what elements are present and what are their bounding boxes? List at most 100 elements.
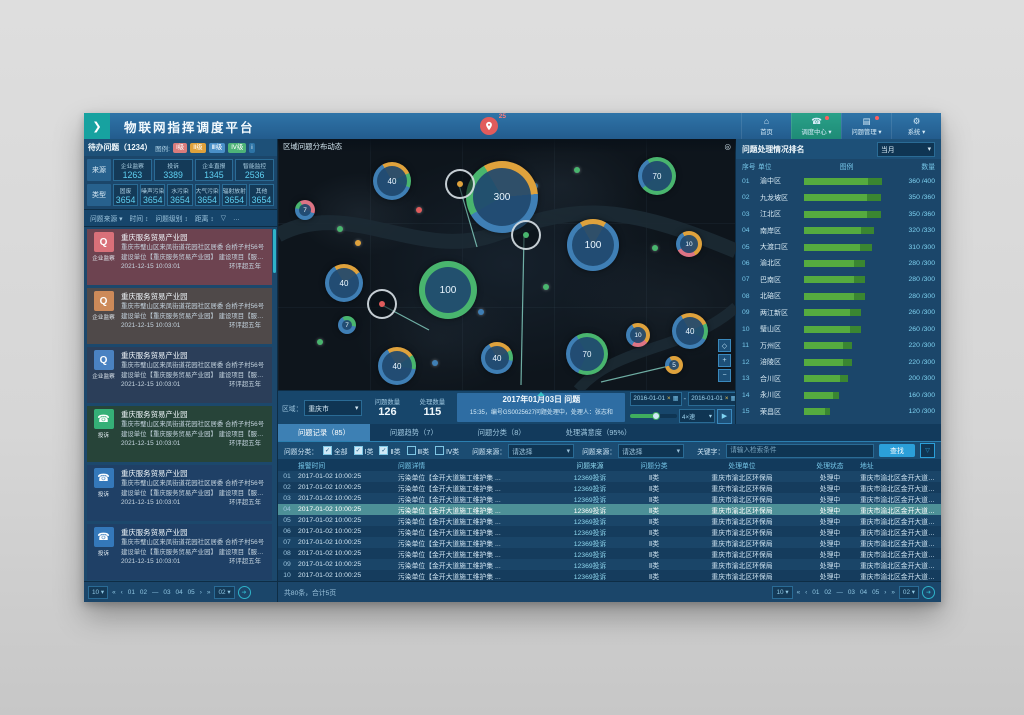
table-row[interactable]: 07 2017-01-02 10:00:25 污染单位【金开大道施工维护集 ... 1… bbox=[278, 537, 941, 548]
calendar-icon[interactable]: ▦ bbox=[672, 395, 679, 402]
slider-knob[interactable] bbox=[652, 412, 661, 420]
page-number[interactable]: 03 bbox=[163, 588, 171, 596]
sort-问题级别[interactable]: 问题级别 ↕ bbox=[155, 216, 188, 223]
map-bubble[interactable]: 100 bbox=[419, 261, 477, 319]
nav-item-home[interactable]: ⌂ 首页 bbox=[741, 113, 791, 139]
issue-card[interactable]: ☎ 投诉 重庆服务贸易产业园 重庆市璧山区来凤街道花园社区居委 合桥子村56号 建设单位… bbox=[87, 524, 272, 580]
collapse-button[interactable]: ❯ bbox=[84, 113, 110, 139]
table-row[interactable]: 10 2017-01-02 10:00:25 污染单位【金开大道施工维护集 ... 1… bbox=[278, 570, 941, 581]
period-select[interactable]: 当月 ▾ bbox=[877, 141, 935, 157]
table-row[interactable]: 05 2017-01-02 10:00:25 污染单位【金开大道施工维护集 ... 1… bbox=[278, 515, 941, 526]
sort-问题来源[interactable]: 问题来源 ▾ bbox=[90, 216, 123, 223]
nav-item-dispatch-center[interactable]: ☎ 调度中心 ▾ bbox=[791, 113, 841, 139]
prev-page-button[interactable]: ‹ bbox=[805, 588, 808, 596]
checkbox-Ⅰ类[interactable]: ✓ Ⅰ类 bbox=[353, 446, 373, 456]
ranking-row[interactable]: 08 北碚区 280 /300 bbox=[742, 291, 935, 301]
locate-button[interactable]: ◇ bbox=[718, 339, 731, 352]
ranking-row[interactable]: 01 渝中区 360 /400 bbox=[742, 176, 935, 186]
table-row[interactable]: 03 2017-01-02 10:00:25 污染单位【金开大道施工维护集 ... 1… bbox=[278, 493, 941, 504]
map-bubble[interactable]: 10 bbox=[676, 231, 702, 257]
page-number[interactable]: — bbox=[836, 588, 843, 596]
stat-cell[interactable]: 企业监察 1263 bbox=[113, 159, 152, 181]
map-bubble[interactable]: 70 bbox=[638, 157, 676, 195]
filter-select-box[interactable]: 请选择 ▾ bbox=[618, 443, 685, 458]
map-bubble[interactable]: 5 bbox=[665, 356, 683, 374]
next-page-button[interactable]: › bbox=[199, 588, 202, 596]
map-bubble[interactable]: 7 bbox=[295, 200, 315, 220]
jump-page-select[interactable]: 02 ▾ bbox=[898, 585, 919, 599]
issue-card[interactable]: ☎ 投诉 重庆服务贸易产业园 重庆市璧山区来凤街道花园社区居委 合桥子村56号 建设单位… bbox=[87, 465, 272, 521]
map-bubble[interactable]: 40 bbox=[378, 347, 416, 385]
more-icon[interactable]: … bbox=[233, 214, 240, 222]
ranking-row[interactable]: 03 江北区 350 /360 bbox=[742, 209, 935, 219]
scrollbar-thumb[interactable] bbox=[273, 229, 276, 273]
page-number[interactable]: 02 bbox=[139, 588, 148, 596]
ranking-row[interactable]: 07 巴南区 280 /300 bbox=[742, 275, 935, 285]
issue-card[interactable]: Q 企业监察 重庆服务贸易产业园 重庆市璧山区来凤街道花园社区居委 合桥子村56号 建设… bbox=[87, 288, 272, 344]
page-number[interactable]: 01 bbox=[812, 588, 820, 596]
stat-cell[interactable]: 水污染 3654 bbox=[167, 184, 193, 206]
map-marker[interactable] bbox=[511, 220, 541, 250]
region-select[interactable]: 重庆市 ▾ bbox=[304, 399, 363, 416]
clear-icon[interactable]: × bbox=[667, 395, 671, 402]
page-size-select[interactable]: 10 ▾ bbox=[772, 585, 793, 599]
first-page-button[interactable]: « bbox=[796, 588, 801, 596]
filter-select-box[interactable]: 请选择 ▾ bbox=[508, 443, 575, 458]
page-number[interactable]: 05 bbox=[872, 588, 880, 596]
legend-chip[interactable]: Ⅱ级 bbox=[190, 142, 206, 153]
page-number[interactable]: 03 bbox=[847, 588, 855, 596]
page-size-select[interactable]: 10 ▾ bbox=[88, 585, 109, 599]
go-button[interactable]: ➜ bbox=[237, 585, 251, 599]
page-number[interactable]: — bbox=[152, 588, 159, 596]
date-to-input[interactable]: 2016-01-01 × ▦ bbox=[688, 391, 740, 406]
calendar-icon[interactable]: ▦ bbox=[730, 395, 737, 402]
sort-时间[interactable]: 时间 ↕ bbox=[129, 216, 149, 223]
funnel-icon[interactable]: ▽ bbox=[220, 215, 226, 222]
map-panel[interactable]: 区域问题分布动态 ◎ ◇ + − 40 300 70 7 100 10 40 100 7 40 40 70… bbox=[278, 139, 736, 390]
issue-card[interactable]: Q 企业监察 重庆服务贸易产业园 重庆市璧山区来凤街道花园社区居委 合桥子村56号 建设… bbox=[87, 229, 272, 285]
map-bubble[interactable]: 10 bbox=[626, 323, 650, 347]
zoom-in-button[interactable]: + bbox=[718, 354, 731, 367]
sort-距离[interactable]: 距离 ↕ bbox=[194, 216, 214, 223]
issue-card[interactable]: Q 企业监察 重庆服务贸易产业园 重庆市璧山区来凤街道花园社区居委 合桥子村56号 建设… bbox=[87, 347, 272, 403]
search-button[interactable]: 查找 bbox=[879, 444, 915, 457]
map-bubble[interactable]: 40 bbox=[672, 313, 708, 349]
prev-page-button[interactable]: ‹ bbox=[120, 588, 123, 596]
page-number[interactable]: 04 bbox=[859, 588, 868, 596]
checkbox-全部[interactable]: ✓ 全部 bbox=[322, 446, 348, 456]
map-bubble[interactable]: 40 bbox=[373, 162, 411, 200]
stat-cell[interactable]: 企业直报 1345 bbox=[194, 159, 234, 181]
tab-问题分类（8）[interactable]: 问题分类（8） bbox=[477, 427, 526, 437]
legend-info-chip[interactable]: i bbox=[249, 142, 255, 153]
tab-问题记录（85）[interactable]: 问题记录（85） bbox=[278, 424, 370, 441]
play-button[interactable]: ▶ bbox=[717, 408, 732, 424]
stat-cell[interactable]: 噪声污染 3654 bbox=[140, 184, 166, 206]
map-bubble[interactable]: 40 bbox=[481, 342, 513, 374]
compass-icon[interactable]: ◎ bbox=[724, 141, 731, 151]
map-bubble[interactable]: 40 bbox=[325, 264, 363, 302]
stat-cell[interactable]: 大气污染 3654 bbox=[194, 184, 220, 206]
ranking-row[interactable]: 15 荣昌区 120 /300 bbox=[742, 407, 935, 417]
map-marker[interactable] bbox=[445, 169, 475, 199]
ranking-row[interactable]: 04 南岸区 320 /330 bbox=[742, 226, 935, 236]
table-row[interactable]: 08 2017-01-02 10:00:25 污染单位【金开大道施工维护集 ... 1… bbox=[278, 548, 941, 559]
stat-cell[interactable]: 固废 3654 bbox=[113, 184, 139, 206]
ranking-row[interactable]: 09 两江新区 260 /300 bbox=[742, 308, 935, 318]
filter-funnel-button[interactable]: ▽ bbox=[920, 443, 935, 458]
jump-page-select[interactable]: 02 ▾ bbox=[214, 585, 235, 599]
table-row[interactable]: 04 2017-01-02 10:00:25 污染单位【金开大道施工维护集 ... 1… bbox=[278, 504, 941, 515]
page-number[interactable]: 05 bbox=[187, 588, 195, 596]
nav-item-issue-manage[interactable]: ▤ 问题管理 ▾ bbox=[841, 113, 891, 139]
map-bubble[interactable]: 100 bbox=[567, 219, 619, 271]
table-row[interactable]: 01 2017-01-02 10:00:25 污染单位【金开大道施工维护集 ... 1… bbox=[278, 471, 941, 482]
speed-select[interactable]: 4×速 ▾ bbox=[679, 409, 715, 423]
tab-处理满意度（95%）[interactable]: 处理满意度（95%） bbox=[565, 427, 632, 437]
ranking-row[interactable]: 11 万州区 220 /300 bbox=[742, 341, 935, 351]
ranking-row[interactable]: 12 涪陵区 220 /300 bbox=[742, 357, 935, 367]
zoom-out-button[interactable]: − bbox=[718, 369, 731, 382]
go-button[interactable]: ➜ bbox=[922, 585, 935, 599]
next-page-button[interactable]: › bbox=[884, 588, 887, 596]
map-bubble[interactable]: 7 bbox=[338, 316, 356, 334]
legend-chip[interactable]: Ⅳ级 bbox=[228, 142, 247, 153]
ranking-row[interactable]: 14 永川区 160 /300 bbox=[742, 390, 935, 400]
